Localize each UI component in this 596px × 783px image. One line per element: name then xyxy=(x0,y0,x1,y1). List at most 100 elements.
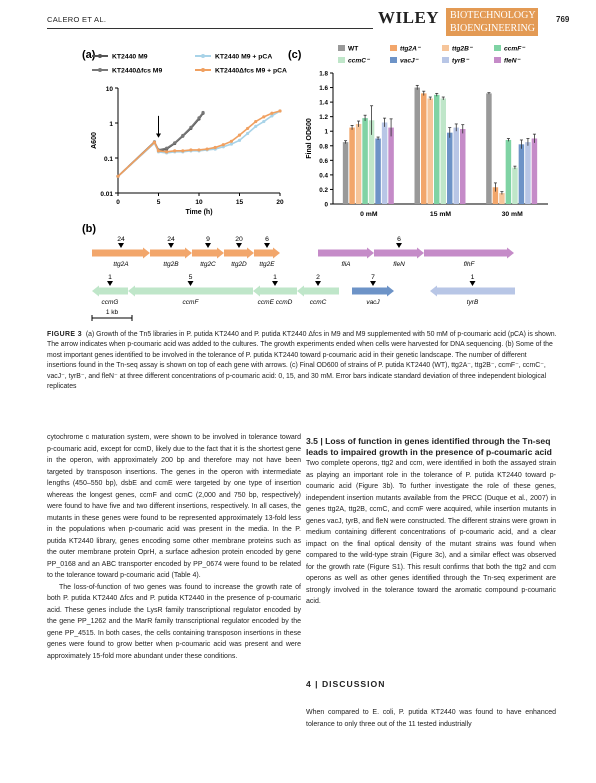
data-point xyxy=(152,140,157,144)
gene-label: fliA xyxy=(341,261,350,268)
bar xyxy=(525,142,531,204)
legend-label: KT2440Δfcs M9 xyxy=(112,68,162,75)
insertion-count: 24 xyxy=(117,236,125,243)
insertion-count: 1 xyxy=(471,274,475,281)
data-point xyxy=(237,138,242,142)
bar xyxy=(512,167,518,204)
legend-marker xyxy=(201,68,205,72)
bar xyxy=(375,138,381,204)
bar xyxy=(434,94,440,204)
gene-map: 24 ttg2A 24 ttg2B 9 ttg2C 20 ttg2D 6 ttg2E fliA 6 fl… xyxy=(91,236,515,321)
journal-line2: BIOENGINEERING xyxy=(450,23,535,34)
bar xyxy=(486,93,492,204)
legend-label: fleN⁻ xyxy=(504,58,521,65)
panel-a-label: (a) xyxy=(82,49,96,61)
data-point xyxy=(165,150,169,154)
data-point xyxy=(246,126,250,131)
category-label: 0 mM xyxy=(360,211,378,218)
legend-swatch xyxy=(390,57,397,63)
x-tick-label: 15 xyxy=(236,199,244,206)
x-tick-label: 10 xyxy=(195,199,203,206)
paragraph: Two complete operons, ttg2 and ccm, were… xyxy=(306,460,556,605)
y-tick-label: 0 xyxy=(324,202,328,209)
insertion-count: 1 xyxy=(273,274,277,281)
legend-swatch xyxy=(442,45,449,51)
insertion-count: 24 xyxy=(167,236,175,243)
gene-label: ccmG xyxy=(102,299,119,306)
y-tick-label: 0.6 xyxy=(319,158,328,165)
gene-arrow xyxy=(253,285,297,297)
gene-label: ttg2A xyxy=(113,261,128,268)
legend-marker xyxy=(98,54,102,58)
insertion-marker xyxy=(469,281,476,286)
legend-swatch xyxy=(494,57,501,63)
data-point xyxy=(165,146,169,150)
gene-label: ttg2D xyxy=(231,261,247,268)
y-axis-label: Final OD600 xyxy=(306,118,313,159)
paragraph: cytochrome c maturation system, were sho… xyxy=(47,434,301,579)
insertion-count: 2 xyxy=(316,274,320,281)
gene-arrow xyxy=(424,247,514,259)
data-point xyxy=(201,110,205,115)
gene-label: ttg2E xyxy=(259,261,275,268)
insertion-count: 1 xyxy=(108,274,112,281)
bar xyxy=(531,138,538,204)
bar xyxy=(447,132,453,204)
data-point xyxy=(278,109,282,113)
legend-swatch xyxy=(338,57,345,63)
y-tick-label: 1.4 xyxy=(319,100,328,107)
bar xyxy=(440,98,446,204)
gene-arrow xyxy=(92,247,150,259)
y-tick-label: 0.01 xyxy=(100,191,113,198)
insertion-marker xyxy=(205,243,211,248)
data-point xyxy=(229,142,233,146)
publisher-logo: WILEY xyxy=(378,8,440,27)
paragraph: The loss-of-function of two genes was fo… xyxy=(47,583,301,660)
gene-label: ccmC xyxy=(310,299,327,306)
gene-arrow xyxy=(150,247,192,259)
bar xyxy=(460,129,466,204)
discussion-text: When compared to E. coli, P. putida KT24… xyxy=(306,709,556,728)
caption-text: (a) Growth of the Tn5 libraries in P. pu… xyxy=(47,331,557,391)
data-point xyxy=(189,148,193,152)
data-point xyxy=(237,133,242,137)
annotation-arrow-head xyxy=(156,133,161,138)
gene-label: fleN xyxy=(393,261,405,268)
legend-label: KT2440Δfcs M9 + pCA xyxy=(215,68,287,75)
section-heading: 3.5 | Loss of function in genes identifi… xyxy=(306,436,552,457)
y-tick-label: 10 xyxy=(106,86,114,93)
legend-label: tyrB⁻ xyxy=(452,58,470,65)
bar xyxy=(388,127,394,204)
insertion-count: 6 xyxy=(265,236,269,243)
gene-arrow xyxy=(430,285,515,297)
journal-line1: BIOTECHNOLOGY xyxy=(450,10,536,21)
gene-arrow xyxy=(318,247,374,259)
bar xyxy=(349,127,355,204)
bar xyxy=(421,93,427,204)
data-point xyxy=(270,111,274,115)
gene-arrow xyxy=(374,247,424,259)
y-tick-label: 1.6 xyxy=(319,85,328,92)
gene-label: vacJ xyxy=(366,299,380,306)
gene-arrow xyxy=(224,247,254,259)
data-point xyxy=(254,119,258,124)
x-tick-label: 5 xyxy=(157,199,161,206)
legend-label: vacJ⁻ xyxy=(400,58,420,65)
bar xyxy=(518,144,525,204)
bar xyxy=(368,120,375,204)
data-point xyxy=(213,145,217,150)
bar xyxy=(427,98,433,204)
data-point xyxy=(181,133,185,138)
gene-arrow xyxy=(254,247,280,259)
y-axis-label: A600 xyxy=(91,132,98,149)
bar xyxy=(381,122,388,204)
y-tick-label: 1 xyxy=(109,121,113,128)
category-label: 15 mM xyxy=(430,211,451,218)
legend-label: ccmC⁻ xyxy=(348,58,371,65)
bar xyxy=(362,118,368,204)
gene-label: tyrB xyxy=(467,299,479,306)
y-tick-label: 0.1 xyxy=(104,156,113,163)
insertion-count: 20 xyxy=(235,236,243,243)
bar xyxy=(492,187,499,204)
